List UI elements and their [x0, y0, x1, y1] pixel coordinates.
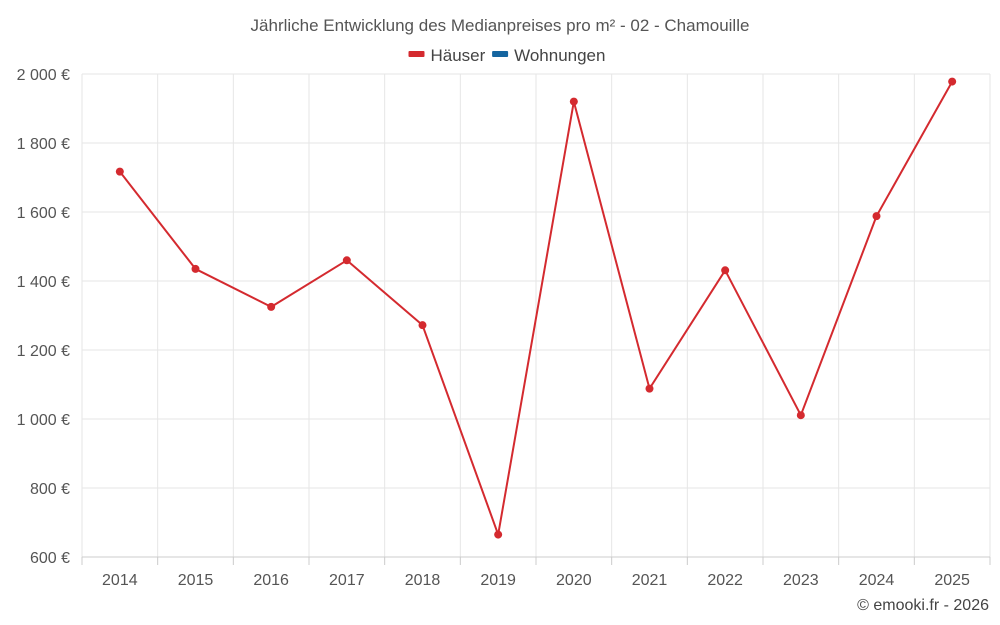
data-point[interactable] [418, 321, 427, 330]
legend-label: Häuser [431, 46, 486, 65]
data-point[interactable] [872, 212, 881, 221]
chart-title: Jährliche Entwicklung des Medianpreises … [251, 16, 750, 35]
x-tick-label: 2024 [859, 572, 895, 589]
y-tick-label: 2 000 € [17, 67, 70, 84]
y-tick-label: 1 800 € [17, 136, 70, 153]
y-tick-label: 600 € [30, 550, 70, 567]
y-tick-label: 1 200 € [17, 343, 70, 360]
x-tick-label: 2025 [934, 572, 970, 589]
x-tick-label: 2014 [102, 572, 138, 589]
data-point[interactable] [267, 302, 276, 311]
data-point[interactable] [948, 77, 957, 86]
legend: Häuser Wohnungen [408, 46, 605, 65]
x-tick-label: 2018 [405, 572, 441, 589]
x-tick-label: 2022 [707, 572, 743, 589]
legend-swatch [492, 51, 509, 57]
legend-swatch [408, 51, 425, 57]
data-point[interactable] [796, 411, 805, 420]
x-tick-label: 2019 [480, 572, 516, 589]
x-tick-label: 2020 [556, 572, 592, 589]
axes: 600 € 800 € 1 000 € 1 200 € 1 400 € 1 600 € 1 … [17, 67, 991, 589]
y-tick-label: 1 400 € [17, 274, 70, 291]
data-point[interactable] [494, 530, 503, 539]
data-point[interactable] [191, 264, 200, 273]
y-tick-label: 1 000 € [17, 412, 70, 429]
data-point[interactable] [115, 167, 124, 176]
data-point[interactable] [342, 256, 351, 265]
data-point[interactable] [721, 266, 730, 275]
series-line [119, 81, 954, 536]
x-tick-label: 2023 [783, 572, 819, 589]
data-point[interactable] [645, 384, 654, 393]
legend-item[interactable]: Wohnungen [492, 46, 605, 65]
data-point[interactable] [569, 97, 578, 106]
credit-text: © emooki.fr - 2026 [857, 597, 989, 614]
x-tick-label: 2021 [632, 572, 668, 589]
y-tick-label: 1 600 € [17, 205, 70, 222]
legend-item[interactable]: Häuser [408, 46, 486, 65]
x-tick-label: 2016 [253, 572, 289, 589]
y-tick-label: 800 € [30, 481, 70, 498]
x-tick-label: 2015 [178, 572, 214, 589]
x-tick-label: 2017 [329, 572, 365, 589]
series-layer [115, 77, 957, 539]
legend-label: Wohnungen [514, 46, 605, 65]
